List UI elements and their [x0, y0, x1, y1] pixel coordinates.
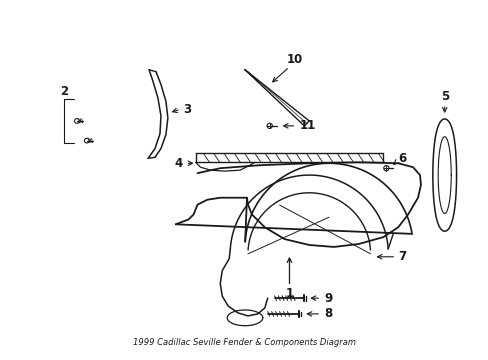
Text: 2: 2 [60, 85, 68, 98]
Text: 9: 9 [324, 292, 332, 305]
Text: 8: 8 [324, 307, 332, 320]
Text: 11: 11 [299, 120, 315, 132]
Text: 7: 7 [397, 250, 406, 263]
Text: 10: 10 [285, 53, 302, 66]
Text: 6: 6 [397, 152, 406, 165]
Text: 5: 5 [440, 90, 448, 103]
Text: 1: 1 [285, 287, 293, 300]
Text: 1999 Cadillac Seville Fender & Components Diagram: 1999 Cadillac Seville Fender & Component… [132, 338, 355, 347]
Text: 3: 3 [183, 103, 190, 116]
Text: 4: 4 [174, 157, 183, 170]
